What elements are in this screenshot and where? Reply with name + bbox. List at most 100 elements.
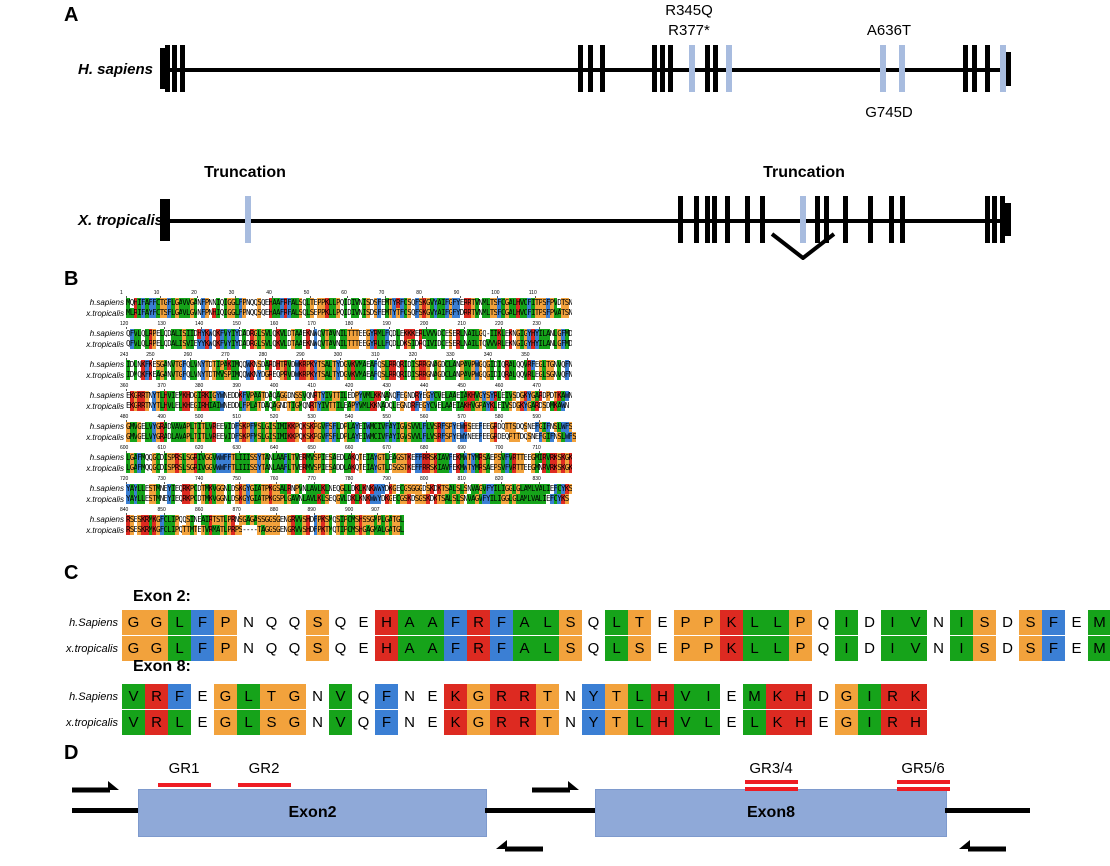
residue: T [553, 391, 558, 401]
residue: N [197, 308, 201, 317]
residue: A [369, 453, 374, 463]
residue: L [159, 329, 164, 339]
residue: Q [186, 370, 190, 379]
residue: T [546, 360, 550, 370]
alignment-name-human: h.sapiens [89, 329, 124, 338]
residue: S [328, 422, 333, 432]
residue: Q [501, 422, 505, 431]
residue: I [497, 370, 501, 380]
residue: S [257, 308, 261, 318]
residue: G [538, 360, 543, 370]
residue: M [204, 484, 209, 494]
residue: A [328, 329, 333, 339]
residue: E [302, 339, 306, 348]
residue: R [513, 684, 536, 709]
residue: H [276, 360, 280, 370]
exon8-forward-primer-arrow [532, 781, 579, 793]
residue: V [332, 329, 336, 339]
residue: T [392, 525, 396, 535]
residue: V [223, 329, 228, 339]
residue: L [474, 339, 479, 349]
residue: P [549, 308, 554, 318]
residue: A [444, 401, 449, 411]
residue: N [246, 308, 250, 317]
residue: K [242, 422, 246, 432]
residue: E [358, 422, 363, 431]
residue: S [542, 308, 546, 318]
residue: G [557, 339, 561, 349]
residue: T [212, 515, 216, 525]
residue: N [478, 308, 483, 317]
residue: R [291, 525, 295, 535]
residue: T [201, 494, 205, 504]
residue: E [726, 714, 737, 731]
residue: G [474, 494, 479, 504]
residue: I [343, 308, 348, 318]
residue: L [186, 308, 190, 318]
residue: D [231, 422, 235, 431]
residue: R [549, 453, 554, 463]
residue: F [377, 298, 381, 308]
alignment-row-human: GMVGELVYGRADVAVAPLTITLVREEVIDFSKPFMSLGIS… [126, 422, 576, 432]
residue: M [549, 401, 554, 411]
residue: A [437, 298, 441, 308]
residue: T [467, 453, 471, 463]
residue: P [471, 370, 475, 380]
residue: T [257, 525, 261, 535]
residue: I [208, 391, 213, 401]
residue: W [313, 339, 318, 349]
residue: E [452, 453, 456, 462]
residue: C [441, 339, 445, 349]
residue: S [418, 308, 423, 318]
residue: Y [257, 370, 261, 380]
residue: R [437, 422, 441, 432]
residue: D [287, 391, 291, 400]
residue: T [152, 484, 156, 494]
residue: V [482, 484, 486, 494]
residue: T [317, 391, 321, 401]
residue: R [182, 494, 186, 504]
residue: V [486, 339, 490, 349]
residue: L [536, 636, 559, 661]
residue: S [238, 525, 243, 535]
residue: T [332, 370, 336, 380]
residue: I [283, 432, 288, 442]
residue: F [167, 308, 171, 318]
residue: W [219, 453, 224, 463]
residue: E [216, 432, 220, 441]
residue: V [557, 360, 561, 370]
residue: V [178, 432, 183, 442]
residue: N [148, 391, 153, 400]
residue: I [459, 391, 464, 401]
residue: I [403, 360, 408, 370]
residue: P [219, 360, 224, 370]
residue: T [519, 453, 524, 463]
residue: T [201, 422, 205, 432]
residue: K [287, 422, 291, 432]
residue: R [212, 432, 216, 442]
residue: Y [234, 339, 239, 349]
residue: W [373, 484, 378, 494]
residue: L [512, 298, 516, 308]
residue: G [564, 463, 569, 473]
residue: K [519, 401, 524, 411]
residue: N [549, 329, 554, 338]
residue: F [242, 391, 246, 401]
residue: H [651, 710, 674, 735]
alignment-rows: LGAFMQQGCDISPRSLSGRIVGGVWWFFTLIIISSYTANL… [126, 453, 573, 473]
residue: G [178, 360, 183, 370]
residue: R [490, 710, 513, 735]
residue: S [253, 463, 258, 473]
residue: N [223, 494, 228, 503]
residue: L [605, 636, 628, 661]
residue: C [193, 484, 198, 494]
residue: N [512, 339, 516, 348]
residue: V [321, 339, 325, 349]
residue: V [501, 453, 505, 463]
residue: R [478, 453, 483, 463]
residue: L [384, 370, 389, 380]
residue: V [182, 298, 186, 308]
residue: V [287, 360, 291, 370]
residue: E [219, 432, 224, 441]
residue: Y [392, 422, 396, 432]
